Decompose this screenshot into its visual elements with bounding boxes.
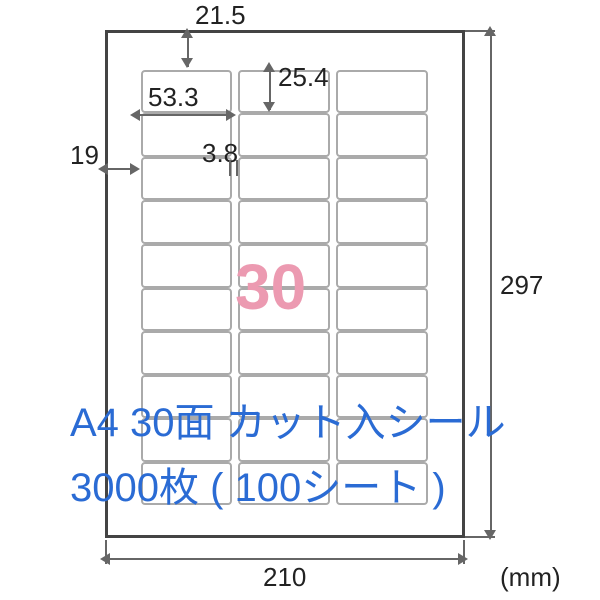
label-cell [336, 244, 427, 288]
dim-gutter: 3.8 [202, 138, 238, 169]
arrow-icon [98, 163, 108, 175]
dim-unit: (mm) [500, 562, 561, 593]
overlay-line-1: A4 30面 カット入シール [70, 390, 506, 448]
tick [105, 540, 107, 564]
dimline-label-width [137, 114, 229, 116]
label-cell [336, 331, 427, 375]
dim-page-width: 210 [263, 562, 306, 593]
label-cell [336, 288, 427, 332]
label-cell [336, 70, 427, 114]
arrow-icon [263, 62, 275, 72]
label-cell [238, 331, 329, 375]
dim-top-margin: 21.5 [195, 0, 246, 31]
tick [465, 30, 495, 32]
arrow-icon [130, 109, 140, 121]
label-cell [141, 244, 232, 288]
tick [229, 160, 231, 176]
dim-label-height: 25.4 [278, 62, 329, 93]
arrow-icon [226, 109, 236, 121]
arrow-icon [484, 530, 496, 540]
label-cell [238, 244, 329, 288]
tick [463, 540, 465, 564]
label-cell [336, 200, 427, 244]
dim-page-height: 297 [500, 270, 543, 301]
overlay-line-2: 3000枚 ( 100シート ) [70, 455, 446, 513]
tick [465, 536, 495, 538]
dim-label-width: 53.3 [148, 82, 199, 113]
diagram-container: 30 21.5 53.3 25.4 19 3.8 297 210 (mm) A4… [0, 0, 600, 600]
label-cell [238, 157, 329, 201]
tick [236, 160, 238, 176]
label-cell [238, 200, 329, 244]
arrow-icon [263, 102, 275, 112]
arrow-icon [181, 58, 193, 68]
label-cell [141, 200, 232, 244]
label-cell [238, 113, 329, 157]
label-cell [141, 331, 232, 375]
dimline-page-height [490, 30, 492, 538]
label-cell [238, 288, 329, 332]
dimline-page-width [105, 558, 465, 560]
label-cell [336, 113, 427, 157]
label-cell [336, 157, 427, 201]
arrow-icon [130, 163, 140, 175]
arrow-icon [181, 28, 193, 38]
label-cell [141, 288, 232, 332]
dim-left-margin: 19 [70, 140, 99, 171]
